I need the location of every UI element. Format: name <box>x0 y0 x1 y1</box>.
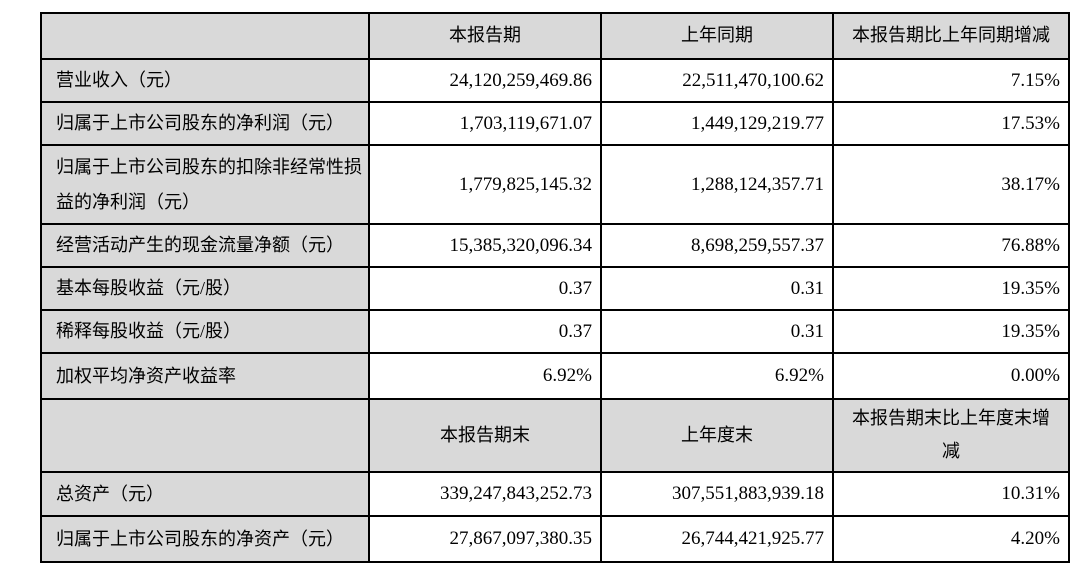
current-value: 339,247,843,252.73 <box>368 470 602 517</box>
header-period-end-change: 本报告期末比上年度末增减 <box>832 398 1070 473</box>
prior-value: 8,698,259,557.37 <box>600 223 834 268</box>
change-value: 19.35% <box>832 309 1070 354</box>
change-value: 17.53% <box>832 101 1070 146</box>
change-value: 0.00% <box>832 352 1070 400</box>
prior-value: 1,449,129,219.77 <box>600 101 834 146</box>
change-value: 76.88% <box>832 223 1070 268</box>
current-value: 1,779,825,145.32 <box>368 144 602 225</box>
prior-value: 6.92% <box>600 352 834 400</box>
prior-value: 0.31 <box>600 309 834 354</box>
current-value: 0.37 <box>368 309 602 354</box>
prior-value: 1,288,124,357.71 <box>600 144 834 225</box>
row-total-assets: 总资产（元） 339,247,843,252.73 307,551,883,93… <box>40 470 1070 517</box>
row-label: 总资产（元） <box>40 470 370 517</box>
header-empty-cell <box>40 12 370 60</box>
row-label: 基本每股收益（元/股） <box>40 266 370 311</box>
header-row-current-period: 本报告期 上年同期 本报告期比上年同期增减 <box>40 12 1070 60</box>
header-prior-year-end: 上年度末 <box>600 398 834 473</box>
row-net-profit-attributable: 归属于上市公司股东的净利润（元） 1,703,119,671.07 1,449,… <box>40 101 1070 146</box>
header-current-period: 本报告期 <box>368 12 602 60</box>
row-operating-revenue: 营业收入（元） 24,120,259,469.86 22,511,470,100… <box>40 58 1070 103</box>
row-label: 归属于上市公司股东的净利润（元） <box>40 101 370 146</box>
current-value: 1,703,119,671.07 <box>368 101 602 146</box>
prior-value: 26,744,421,925.77 <box>600 514 834 563</box>
row-label: 经营活动产生的现金流量净额（元） <box>40 223 370 268</box>
change-value: 38.17% <box>832 144 1070 225</box>
prior-value: 307,551,883,939.18 <box>600 470 834 517</box>
row-weighted-avg-roe: 加权平均净资产收益率 6.92% 6.92% 0.00% <box>40 352 1070 400</box>
row-label: 加权平均净资产收益率 <box>40 352 370 400</box>
row-label: 归属于上市公司股东的扣除非经常性损益的净利润（元） <box>40 144 370 225</box>
prior-value: 22,511,470,100.62 <box>600 58 834 103</box>
prior-value: 0.31 <box>600 266 834 311</box>
header-empty-cell <box>40 398 370 473</box>
current-value: 27,867,097,380.35 <box>368 514 602 563</box>
financial-summary-table: 本报告期 上年同期 本报告期比上年同期增减 营业收入（元） 24,120,259… <box>40 12 1070 563</box>
change-value: 19.35% <box>832 266 1070 311</box>
row-label: 归属于上市公司股东的净资产（元） <box>40 514 370 563</box>
change-value: 10.31% <box>832 470 1070 517</box>
row-net-assets-attributable: 归属于上市公司股东的净资产（元） 27,867,097,380.35 26,74… <box>40 514 1070 563</box>
header-row-period-end: 本报告期末 上年度末 本报告期末比上年度末增减 <box>40 398 1070 473</box>
header-prior-period: 上年同期 <box>600 12 834 60</box>
current-value: 0.37 <box>368 266 602 311</box>
change-value: 4.20% <box>832 514 1070 563</box>
current-value: 15,385,320,096.34 <box>368 223 602 268</box>
header-period-change: 本报告期比上年同期增减 <box>832 12 1070 60</box>
current-value: 6.92% <box>368 352 602 400</box>
row-label: 稀释每股收益（元/股） <box>40 309 370 354</box>
header-current-period-end: 本报告期末 <box>368 398 602 473</box>
current-value: 24,120,259,469.86 <box>368 58 602 103</box>
row-operating-cash-flow: 经营活动产生的现金流量净额（元） 15,385,320,096.34 8,698… <box>40 223 1070 268</box>
row-net-profit-after-non-recurring: 归属于上市公司股东的扣除非经常性损益的净利润（元） 1,779,825,145.… <box>40 144 1070 225</box>
row-label: 营业收入（元） <box>40 58 370 103</box>
row-diluted-eps: 稀释每股收益（元/股） 0.37 0.31 19.35% <box>40 309 1070 354</box>
change-value: 7.15% <box>832 58 1070 103</box>
row-basic-eps: 基本每股收益（元/股） 0.37 0.31 19.35% <box>40 266 1070 311</box>
